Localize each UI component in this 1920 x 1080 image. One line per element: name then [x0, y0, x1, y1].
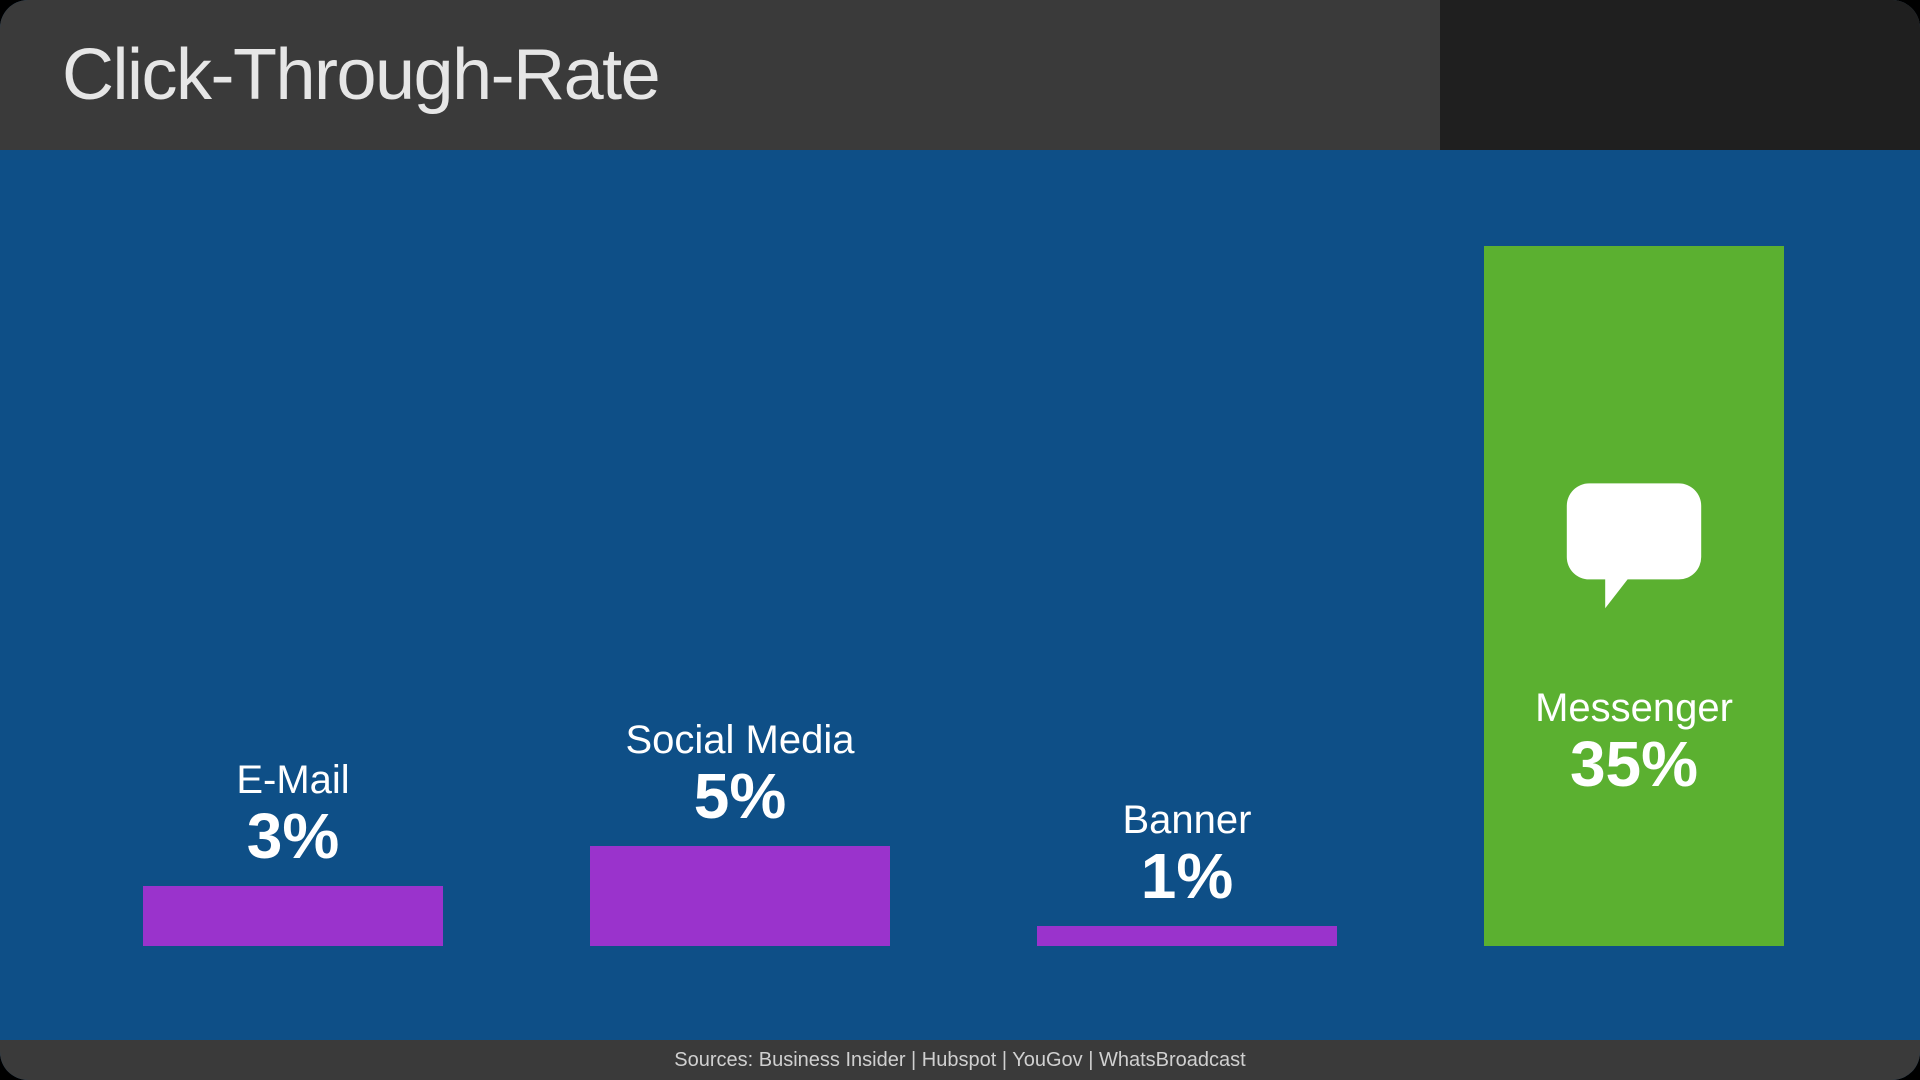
column-banner: Banner 1% [1037, 798, 1337, 946]
label-banner: Banner [1123, 798, 1252, 842]
column-email: E-Mail 3% [143, 758, 443, 946]
header-bar: Click-Through-Rate [0, 0, 1920, 150]
slide: Click-Through-Rate E-Mail 3% Social Medi… [0, 0, 1920, 1080]
label-messenger: Messenger [1535, 686, 1733, 730]
column-social: Social Media 5% [590, 718, 890, 946]
label-social: Social Media [625, 718, 854, 762]
footer-text: Sources: Business Insider | Hubspot | Yo… [674, 1049, 1245, 1072]
bar-social [590, 846, 890, 946]
value-banner: 1% [1141, 844, 1234, 908]
value-messenger: 35% [1570, 732, 1698, 796]
messenger-icon-wrap [1554, 461, 1714, 626]
column-messenger: Messenger 35% [1484, 461, 1784, 946]
speech-bubble-icon [1554, 461, 1714, 621]
bar-email [143, 886, 443, 946]
chart-area: E-Mail 3% Social Media 5% Banner 1% Mess… [0, 150, 1920, 1040]
page-title: Click-Through-Rate [62, 34, 659, 116]
footer-bar: Sources: Business Insider | Hubspot | Yo… [0, 1040, 1920, 1080]
header-dark-block [1440, 0, 1920, 150]
value-social: 5% [694, 764, 787, 828]
bar-banner [1037, 926, 1337, 946]
label-email: E-Mail [236, 758, 349, 802]
value-email: 3% [247, 804, 340, 868]
